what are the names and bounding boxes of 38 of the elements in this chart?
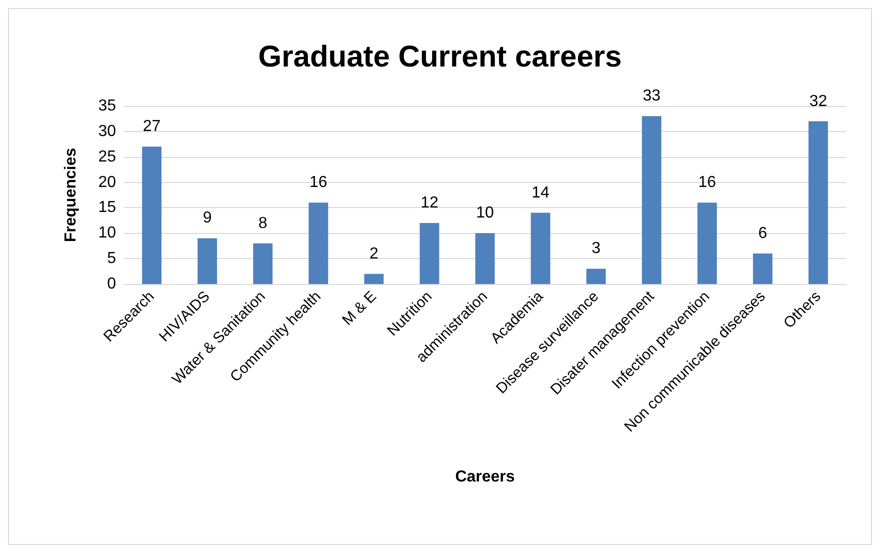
- bar: [253, 243, 273, 284]
- y-tick-label: 10: [98, 224, 116, 242]
- data-label: 16: [309, 174, 328, 192]
- bar: [475, 233, 495, 284]
- data-label: 10: [476, 204, 494, 222]
- bar: [364, 274, 384, 284]
- y-tick-label: 35: [98, 98, 116, 114]
- x-tick-label: M & E: [339, 288, 380, 329]
- y-tick-label: 0: [107, 276, 116, 292]
- bar: [752, 253, 772, 284]
- y-tick-label: 20: [98, 174, 116, 191]
- data-label: 12: [420, 194, 438, 212]
- bar: [420, 222, 440, 284]
- bar: [697, 202, 717, 284]
- data-label: 6: [758, 224, 768, 242]
- bar: [808, 121, 828, 284]
- y-tick-label: 5: [107, 250, 116, 268]
- bar: [198, 238, 218, 284]
- y-axis-title: Frequencies: [62, 148, 80, 242]
- data-label: 9: [202, 210, 212, 227]
- y-tick-label: 15: [98, 199, 116, 216]
- data-label: 14: [532, 184, 550, 202]
- bar: [642, 116, 662, 284]
- y-tick-label: 25: [98, 148, 116, 166]
- bar: [586, 268, 606, 284]
- x-axis-title: Careers: [455, 468, 515, 486]
- data-label: 33: [642, 88, 661, 105]
- data-label: 16: [698, 174, 716, 192]
- data-label: 8: [258, 214, 268, 232]
- data-label: 32: [809, 92, 828, 110]
- data-label: 2: [369, 245, 378, 262]
- y-tick-label: 30: [98, 122, 116, 140]
- data-label: 3: [592, 240, 601, 258]
- chart-title: Graduate Current careers: [258, 40, 622, 74]
- bar: [308, 202, 328, 284]
- data-label: 27: [142, 118, 161, 136]
- bar: [530, 212, 550, 284]
- bar: [142, 146, 162, 284]
